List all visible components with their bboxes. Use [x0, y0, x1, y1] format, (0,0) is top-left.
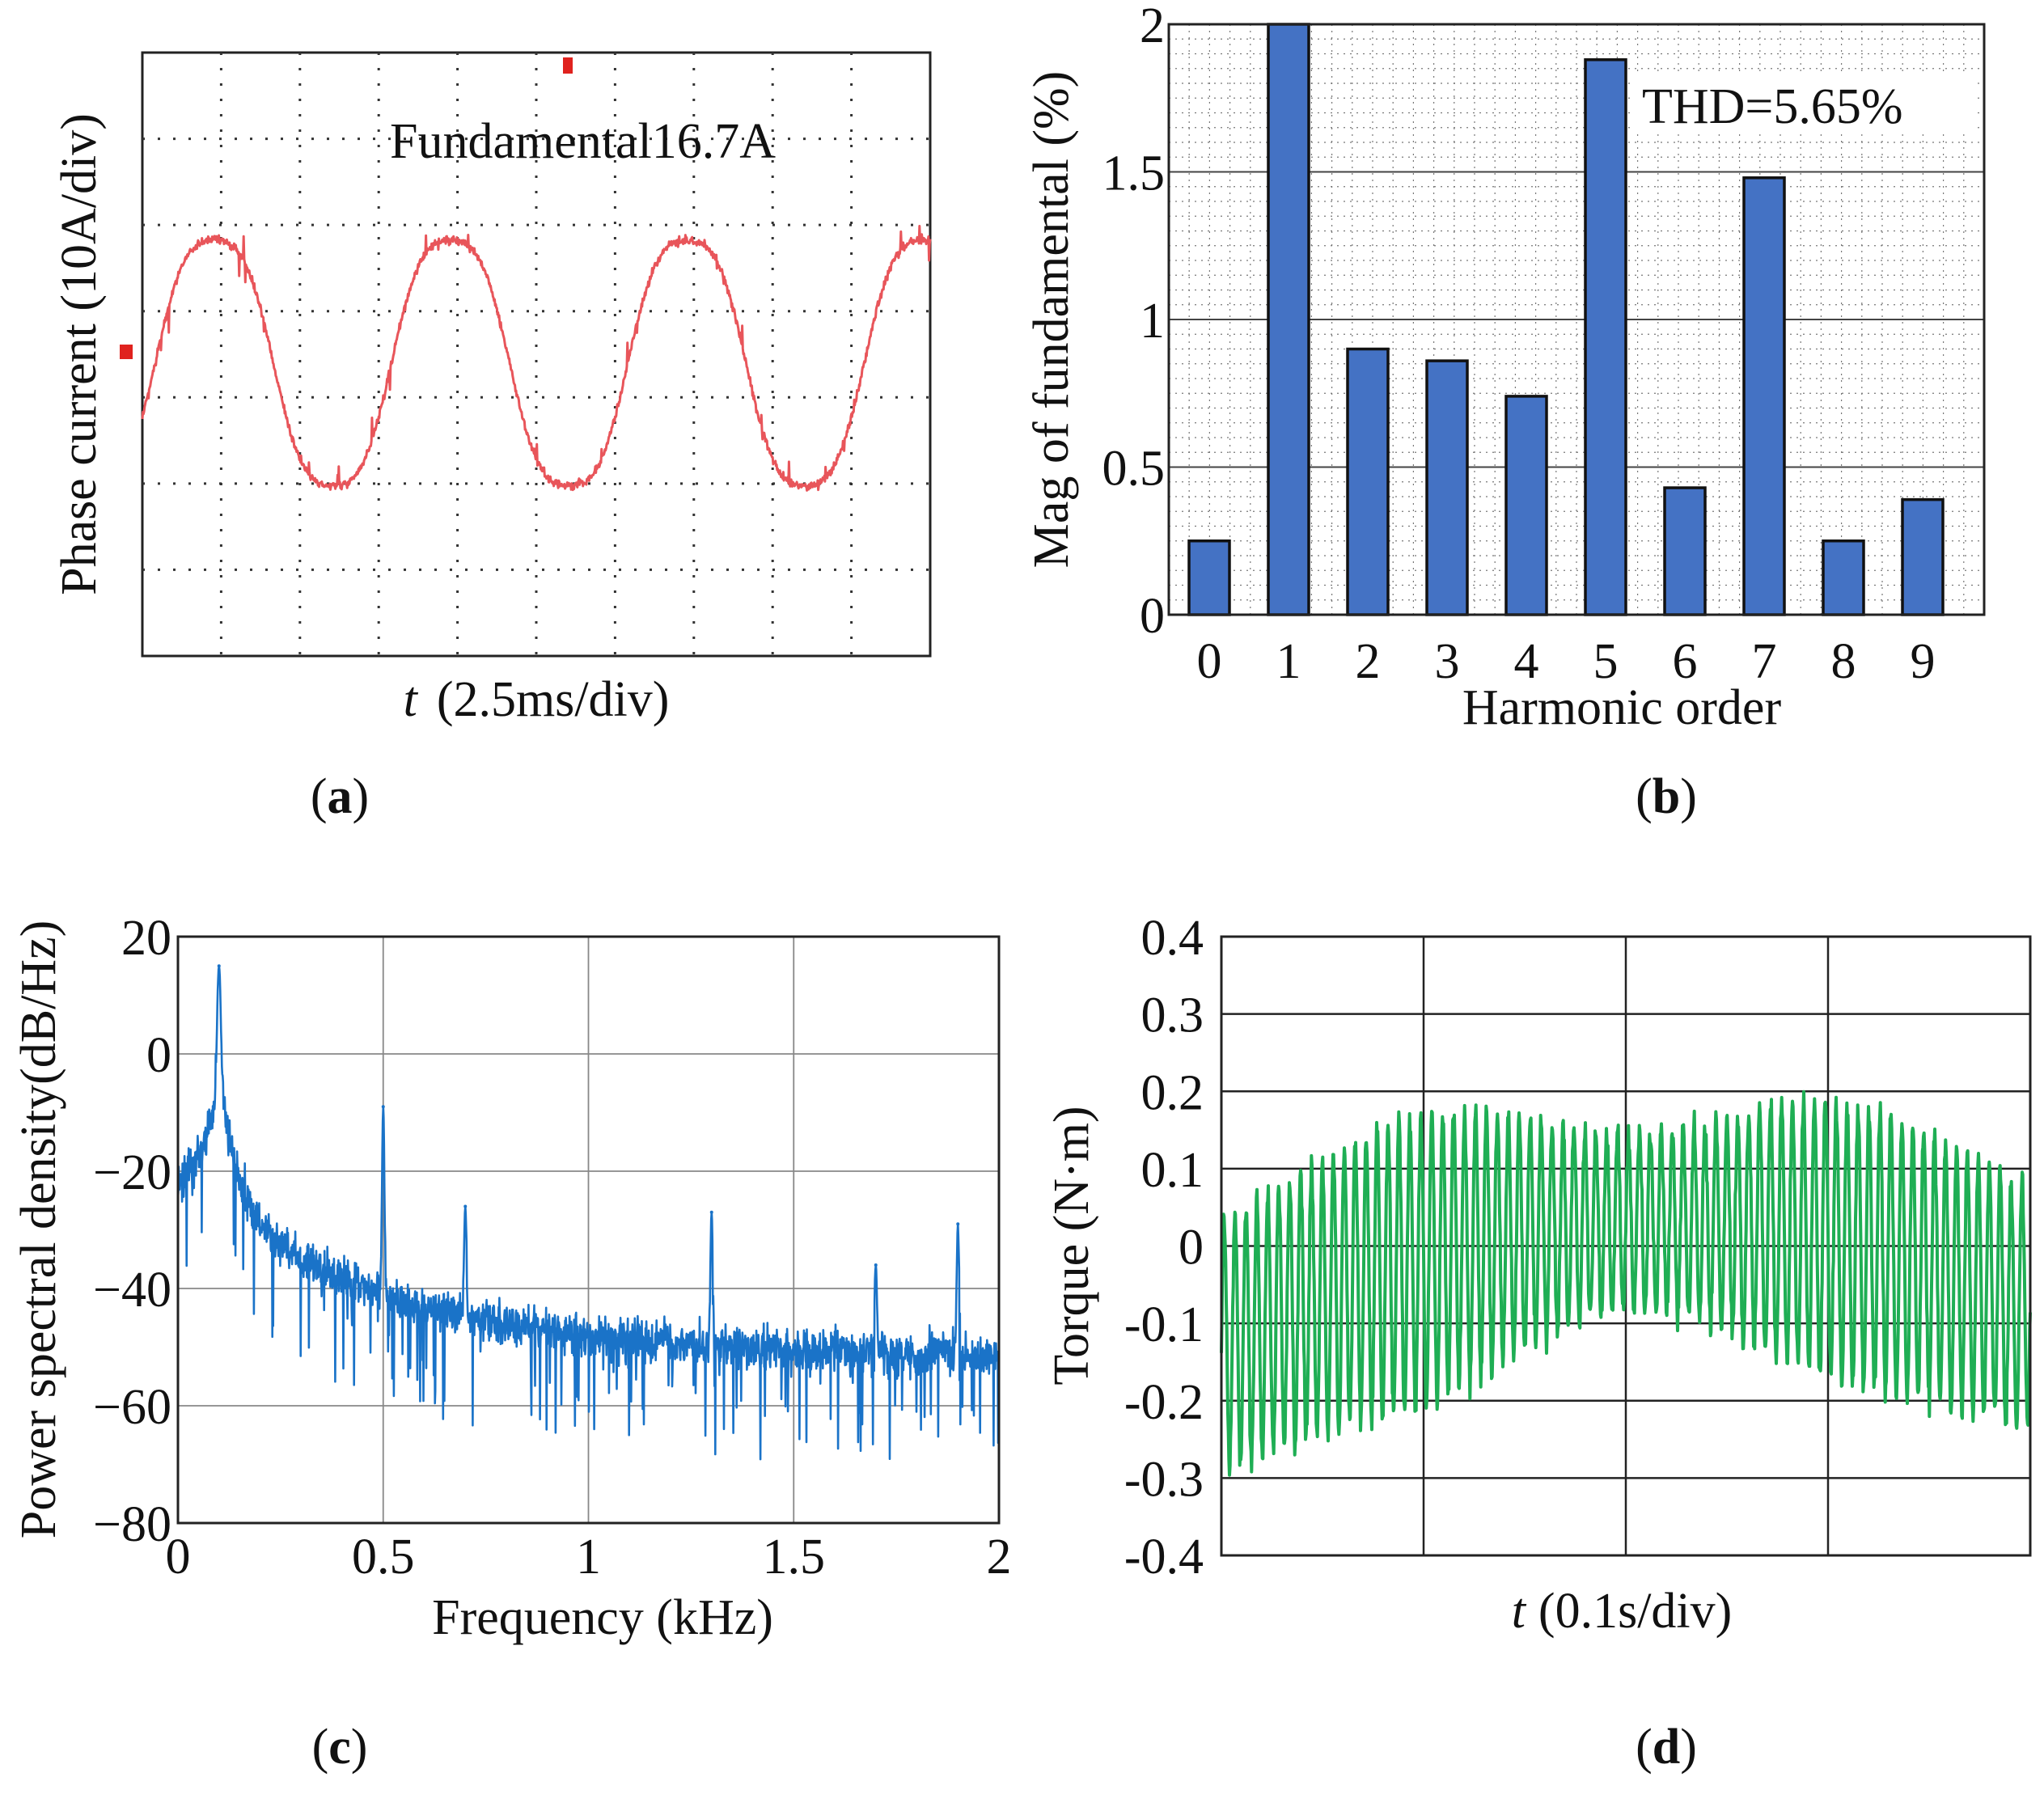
y-tick-label: -0.4	[1124, 1530, 1204, 1585]
harmonic-bars	[1187, 23, 1945, 616]
y-axis-label: Power spectral density(dB/Hz)	[11, 920, 66, 1538]
x-tick-label: 6	[1673, 634, 1698, 689]
phase-current-trace	[141, 225, 932, 492]
psd-peak	[381, 1105, 385, 1109]
panel-d: 0.4 0.3 0.2 0.1 0 -0.1 -0.2 -0.3 -0.4 Torque (N·…	[1044, 911, 2032, 1775]
thd-label-bg	[1634, 74, 1974, 131]
bar-harmonic-9	[1901, 497, 1945, 616]
y-tick-label: −80	[93, 1497, 171, 1552]
y-tick-label: 0.4	[1141, 911, 1204, 966]
y-tick-label: 20	[121, 911, 171, 966]
panel-label-d: (d)	[1636, 1720, 1697, 1775]
x-tick-label: 3	[1435, 634, 1460, 689]
x-tick-label: 9	[1911, 634, 1936, 689]
x-tick-label: 5	[1593, 634, 1619, 689]
y-tick-labels: 20 0 −20 −40 −60 −80	[93, 911, 171, 1552]
x-tick-label: 1	[576, 1530, 601, 1585]
y-tick-label: 0	[146, 1028, 171, 1083]
x-tick-label: 7	[1752, 634, 1777, 689]
y-axis-label: Torque (N·m)	[1044, 1106, 1099, 1385]
x-axis-variable: t	[404, 672, 419, 727]
psd-plot-frame	[176, 935, 1001, 1525]
torque-plot-frame	[1220, 935, 2032, 1557]
x-axis-variable: t	[1512, 1584, 1527, 1639]
y-tick-label: 1.5	[1102, 146, 1166, 201]
x-tick-labels: 0 0.5 1 1.5 2	[166, 1530, 1012, 1585]
bar-harmonic-5	[1584, 58, 1627, 616]
psd-peaks	[217, 964, 960, 1267]
x-tick-label: 8	[1831, 634, 1856, 689]
x-tick-label: 0	[166, 1530, 191, 1585]
y-tick-label: 0.3	[1141, 988, 1204, 1043]
y-tick-label: 0	[1140, 589, 1165, 644]
bar-harmonic-8	[1822, 539, 1865, 616]
bar-harmonic-6	[1663, 486, 1707, 616]
x-axis-label: t (2.5ms/div)	[404, 672, 670, 727]
y-tick-label: 0.1	[1141, 1143, 1204, 1198]
trigger-marker-top	[563, 57, 573, 74]
torque-line	[1220, 1090, 2032, 1477]
scope-screen	[141, 51, 932, 658]
y-tick-label: −60	[93, 1380, 171, 1435]
psd-peak	[463, 1204, 468, 1208]
y-tick-labels: 0.4 0.3 0.2 0.1 0 -0.1 -0.2 -0.3 -0.4	[1124, 911, 1204, 1585]
panel-label-b: (b)	[1636, 769, 1697, 824]
bar-harmonic-4	[1504, 395, 1548, 616]
bar-harmonic-7	[1742, 176, 1786, 616]
y-tick-label: 1	[1140, 294, 1165, 349]
y-tick-labels: 0 0.5 1 1.5 2	[1102, 0, 1166, 644]
y-tick-label: 0.2	[1141, 1065, 1204, 1120]
x-axis-label: Frequency (kHz)	[432, 1590, 773, 1645]
y-tick-label: 2	[1140, 0, 1165, 53]
psd-grid	[178, 937, 999, 1523]
panel-label-a: (a)	[311, 769, 369, 824]
ground-marker-left	[120, 345, 133, 359]
bar-harmonic-1	[1267, 23, 1310, 616]
x-tick-label: 4	[1514, 634, 1539, 689]
y-tick-label: -0.3	[1124, 1452, 1204, 1507]
x-tick-label: 1.5	[763, 1530, 826, 1585]
x-tick-label: 2	[1356, 634, 1381, 689]
psd-peak	[709, 1210, 713, 1214]
y-tick-label: −40	[93, 1263, 171, 1318]
x-tick-label: 1	[1276, 634, 1301, 689]
y-tick-label: -0.2	[1124, 1375, 1204, 1430]
panel-c: 20 0 −20 −40 −60 −80 0 0.5 1 1.5 2 Power spectral…	[11, 911, 1012, 1775]
x-tick-label: 2	[987, 1530, 1012, 1585]
y-tick-label: 0	[1179, 1221, 1204, 1276]
psd-line	[176, 965, 1001, 1461]
x-tick-label: 0	[1197, 634, 1222, 689]
thd-annotation: THD=5.65%	[1642, 79, 1903, 134]
psd-peak	[874, 1263, 878, 1267]
y-tick-label: -0.1	[1124, 1297, 1204, 1352]
panel-label-c: (c)	[312, 1720, 368, 1775]
bar-plot-frame	[1167, 23, 1986, 616]
bar-harmonic-3	[1425, 359, 1469, 616]
y-axis-label: Mag of fundamental (%)	[1024, 71, 1079, 569]
fundamental-annotation: Fundamental16.7A	[390, 114, 776, 169]
bar-harmonic-2	[1346, 347, 1390, 616]
psd-peak	[217, 964, 221, 968]
x-axis-label: Harmonic order	[1462, 680, 1782, 735]
psd-peak	[956, 1222, 960, 1226]
x-axis-label: t (0.1s/div)	[1512, 1584, 1733, 1639]
bar-harmonic-0	[1187, 539, 1231, 616]
y-tick-label: 0.5	[1102, 442, 1166, 497]
x-tick-label: 0.5	[352, 1530, 415, 1585]
y-tick-label: −20	[93, 1145, 171, 1200]
x-axis-scale: (0.1s/div)	[1538, 1584, 1732, 1639]
panel-a: Fundamental16.7A Phase current (10A/div)…	[52, 51, 932, 824]
x-axis-scale: (2.5ms/div)	[437, 672, 670, 727]
y-axis-label: Phase current (10A/div)	[52, 113, 107, 595]
